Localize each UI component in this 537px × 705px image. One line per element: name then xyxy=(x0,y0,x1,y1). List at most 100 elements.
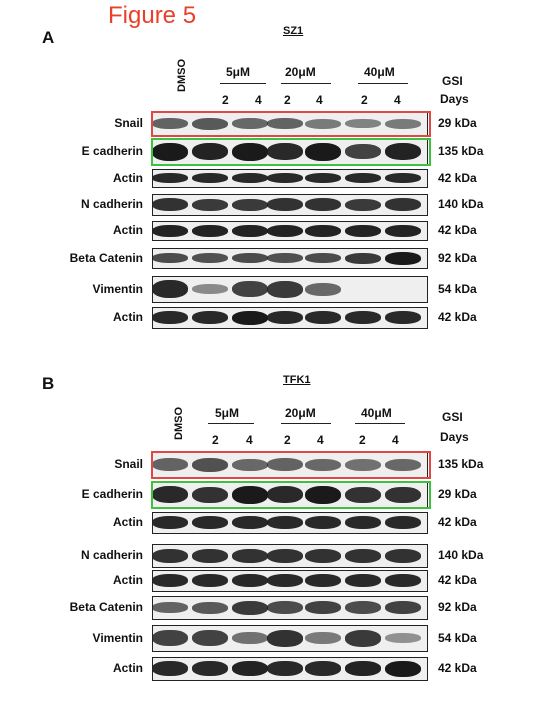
blot-strip xyxy=(152,169,428,188)
kda-label: 42 kDa xyxy=(438,515,477,529)
gsi-label: GSI xyxy=(442,74,463,88)
kda-label: 42 kDa xyxy=(438,223,477,237)
row-label: Vimentin xyxy=(92,281,143,296)
panel-letter: B xyxy=(42,374,55,393)
protein-band xyxy=(232,661,268,676)
protein-band xyxy=(345,144,381,159)
protein-band xyxy=(345,601,381,614)
row-label: Snail xyxy=(114,457,143,471)
protein-band xyxy=(305,198,341,211)
protein-band xyxy=(345,661,381,676)
concentration-label: 40μM xyxy=(361,406,392,420)
protein-band xyxy=(192,630,228,646)
protein-band xyxy=(345,311,381,324)
protein-band xyxy=(192,143,228,160)
kda-label: 140 kDa xyxy=(438,548,484,562)
protein-band xyxy=(267,574,303,587)
day-label: 2 xyxy=(284,433,291,447)
protein-band xyxy=(267,118,303,129)
protein-band xyxy=(385,549,421,563)
blot-strip xyxy=(152,221,428,241)
row-label: Actin xyxy=(113,515,143,529)
protein-band xyxy=(305,549,341,563)
kda-label: 54 kDa xyxy=(438,630,477,645)
kda-label: 42 kDa xyxy=(438,310,477,324)
protein-band xyxy=(305,574,341,587)
protein-band xyxy=(153,630,188,646)
kda-label: 29 kDa xyxy=(438,487,477,501)
protein-band xyxy=(385,459,421,471)
protein-band xyxy=(192,173,228,183)
kda-label: 42 kDa xyxy=(438,661,477,675)
row-label: Actin xyxy=(113,170,143,185)
row-label: Actin xyxy=(113,223,143,237)
protein-band xyxy=(305,225,341,237)
cell-line-label: SZ1 xyxy=(283,25,304,37)
protein-band xyxy=(232,253,268,263)
protein-band xyxy=(232,118,268,129)
protein-band xyxy=(267,253,303,263)
concentration-line xyxy=(220,83,266,84)
kda-label: 140 kDa xyxy=(438,197,484,211)
protein-band xyxy=(267,661,303,676)
kda-label: 135 kDa xyxy=(438,144,484,158)
protein-band xyxy=(385,661,421,677)
kda-label: 54 kDa xyxy=(438,281,477,296)
highlight-box xyxy=(151,481,431,509)
protein-band xyxy=(345,516,381,529)
protein-band xyxy=(192,458,228,472)
protein-band xyxy=(385,487,421,503)
protein-band xyxy=(192,661,228,676)
protein-band xyxy=(267,198,303,211)
protein-band xyxy=(305,486,341,504)
day-label: 2 xyxy=(359,433,366,447)
protein-band xyxy=(305,143,341,161)
protein-band xyxy=(153,198,188,211)
protein-band xyxy=(153,661,188,676)
row-label: Beta Catenin xyxy=(69,250,143,265)
day-label: 4 xyxy=(255,93,262,107)
protein-band xyxy=(267,281,303,298)
protein-band xyxy=(305,283,341,296)
concentration-line xyxy=(208,423,254,424)
protein-band xyxy=(305,311,341,324)
protein-band xyxy=(153,280,188,298)
kda-label: 42 kDa xyxy=(438,170,477,185)
day-label: 2 xyxy=(284,93,291,107)
day-label: 2 xyxy=(222,93,229,107)
concentration-label: 5μM xyxy=(215,406,240,420)
concentration-line xyxy=(281,83,331,84)
protein-band xyxy=(345,630,381,647)
protein-band xyxy=(232,601,268,615)
concentration-label: 20μM xyxy=(285,65,316,79)
protein-band xyxy=(192,574,228,587)
blot-strip xyxy=(152,248,428,269)
row-label: Snail xyxy=(114,116,143,130)
protein-band xyxy=(305,516,341,529)
protein-band xyxy=(345,487,381,503)
day-label: 4 xyxy=(317,433,324,447)
blot-strip xyxy=(152,276,428,303)
day-label: 4 xyxy=(394,93,401,107)
protein-band xyxy=(153,458,188,471)
protein-band xyxy=(385,225,421,237)
days-label: Days xyxy=(440,92,469,106)
protein-band xyxy=(385,633,421,643)
protein-band xyxy=(153,253,188,263)
protein-band xyxy=(232,311,268,325)
highlight-box xyxy=(151,138,431,166)
protein-band xyxy=(305,632,341,644)
protein-band xyxy=(232,549,268,563)
protein-band xyxy=(267,549,303,563)
protein-band xyxy=(192,487,228,503)
row-label: Beta Catenin xyxy=(69,600,143,614)
concentration-label: 40μM xyxy=(364,65,395,79)
panel-letter: A xyxy=(42,28,55,47)
protein-band xyxy=(385,252,421,265)
highlight-box xyxy=(151,451,431,479)
kda-label: 92 kDa xyxy=(438,600,477,614)
kda-label: 29 kDa xyxy=(438,116,477,130)
protein-band xyxy=(305,459,341,471)
protein-band xyxy=(153,173,188,183)
protein-band xyxy=(345,574,381,587)
